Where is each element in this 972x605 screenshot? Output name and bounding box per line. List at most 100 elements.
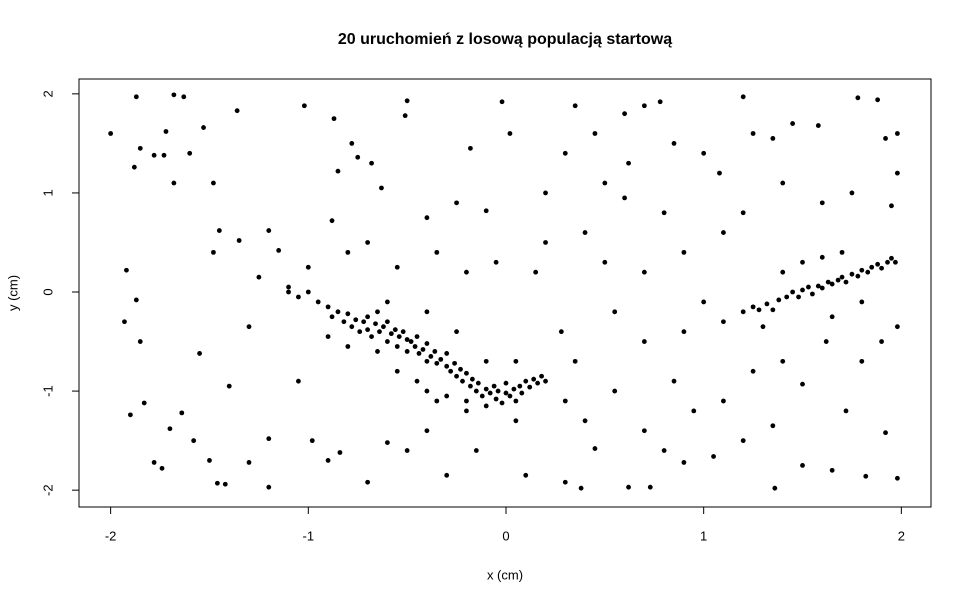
point	[353, 317, 359, 323]
point	[468, 383, 473, 389]
point	[671, 140, 677, 146]
point	[454, 329, 459, 335]
point	[562, 398, 568, 404]
point	[894, 131, 900, 136]
point	[721, 319, 726, 325]
point	[137, 145, 143, 151]
point	[464, 370, 469, 376]
point	[701, 299, 707, 305]
point	[151, 152, 157, 158]
point	[582, 230, 588, 235]
point	[151, 460, 157, 465]
point	[562, 150, 568, 156]
point	[493, 396, 499, 402]
point	[464, 398, 469, 404]
point	[448, 368, 454, 374]
point	[365, 327, 371, 333]
point	[454, 373, 459, 379]
point	[414, 334, 420, 339]
point	[373, 321, 378, 327]
point	[641, 428, 647, 434]
point	[562, 479, 568, 485]
point	[400, 329, 406, 335]
point	[790, 289, 796, 295]
y-tick-label: -1	[40, 385, 55, 397]
point	[122, 319, 127, 325]
point	[717, 170, 722, 176]
point	[740, 309, 746, 315]
point	[365, 479, 371, 485]
point	[780, 269, 786, 275]
point	[499, 99, 505, 105]
point	[780, 358, 786, 364]
point	[454, 200, 459, 206]
point	[392, 327, 398, 333]
point	[503, 390, 509, 396]
point	[479, 393, 485, 399]
point	[809, 291, 815, 297]
point	[349, 140, 355, 146]
point	[721, 398, 726, 404]
point	[503, 380, 509, 386]
x-tick-label: 0	[502, 528, 509, 543]
point	[345, 311, 351, 317]
point	[408, 339, 414, 344]
point	[286, 284, 291, 290]
point	[592, 446, 598, 451]
point	[171, 92, 177, 98]
point	[602, 180, 608, 186]
point	[790, 121, 796, 126]
point	[513, 358, 519, 364]
point	[535, 380, 541, 386]
point	[381, 324, 386, 330]
point	[276, 247, 282, 253]
point	[523, 472, 529, 478]
point	[641, 339, 647, 344]
point	[493, 259, 499, 265]
point	[770, 423, 776, 429]
point	[438, 356, 444, 362]
point	[187, 150, 193, 156]
x-tick-label: 2	[898, 528, 905, 543]
point	[329, 314, 335, 320]
point	[875, 261, 881, 267]
point	[179, 410, 185, 416]
point	[641, 103, 647, 109]
point	[266, 484, 272, 490]
point	[519, 390, 525, 396]
point	[296, 294, 301, 300]
point	[296, 378, 301, 384]
point	[137, 339, 143, 344]
point	[531, 376, 537, 382]
point	[843, 279, 849, 285]
point	[760, 324, 766, 330]
point	[483, 358, 489, 364]
point	[894, 324, 900, 330]
point	[641, 269, 647, 275]
point	[197, 351, 202, 356]
point	[780, 180, 786, 186]
point	[335, 309, 341, 315]
point	[701, 150, 707, 156]
point	[740, 94, 746, 100]
point	[750, 304, 756, 310]
point	[863, 473, 869, 479]
point	[825, 279, 831, 285]
point	[256, 274, 262, 280]
point	[483, 403, 489, 409]
point	[167, 426, 173, 432]
point	[133, 94, 139, 100]
point	[543, 190, 548, 196]
point	[404, 448, 410, 453]
point	[558, 329, 564, 335]
point	[331, 116, 337, 122]
point	[211, 180, 216, 186]
point	[499, 400, 505, 406]
chart-title: 20 uruchomień z losową populacją startow…	[338, 31, 672, 48]
point	[507, 131, 513, 136]
point	[622, 195, 627, 201]
point	[681, 329, 687, 335]
point	[572, 358, 578, 364]
point	[141, 400, 147, 406]
